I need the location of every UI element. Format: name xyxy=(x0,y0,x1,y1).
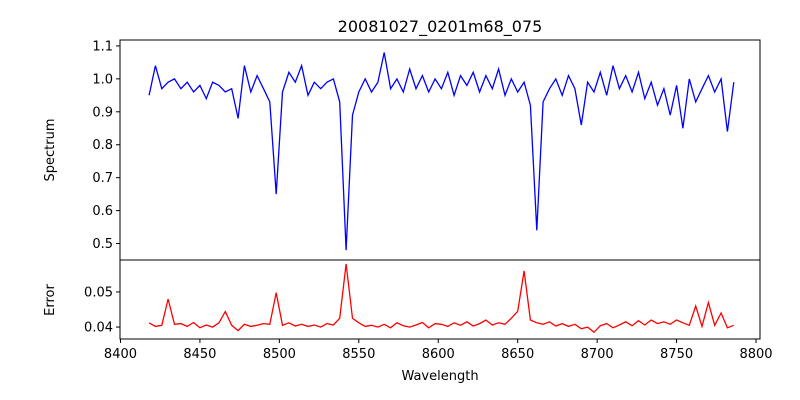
bottom-y-tick-label: 0.04 xyxy=(84,321,113,336)
top-y-tick-label: 0.6 xyxy=(92,204,113,219)
top-y-axis-label: Spectrum xyxy=(43,119,58,182)
top-y-tick-label: 1.1 xyxy=(92,39,113,54)
x-tick-label: 8600 xyxy=(422,347,455,362)
top-series-line xyxy=(148,52,735,251)
x-axis-label: Wavelength xyxy=(401,369,478,384)
chart-title: 20081027_0201m68_075 xyxy=(338,17,543,37)
x-tick-label: 8650 xyxy=(501,347,534,362)
bottom-y-tick-label: 0.05 xyxy=(84,285,113,300)
x-tick-label: 8400 xyxy=(104,347,137,362)
top-y-tick-label: 0.8 xyxy=(92,138,113,153)
x-tick-label: 8750 xyxy=(660,347,693,362)
x-tick-label: 8800 xyxy=(739,347,772,362)
x-tick-label: 8550 xyxy=(342,347,375,362)
top-axes-frame xyxy=(119,39,761,261)
bottom-axes-frame xyxy=(119,259,761,340)
top-y-tick-label: 0.9 xyxy=(92,105,113,120)
top-y-tick-label: 1.0 xyxy=(92,72,113,87)
top-y-tick-label: 0.5 xyxy=(92,237,113,252)
x-tick-label: 8500 xyxy=(263,347,296,362)
x-tick-label: 8450 xyxy=(183,347,216,362)
x-tick-label: 8700 xyxy=(581,347,614,362)
bottom-series-line xyxy=(148,263,735,334)
bottom-y-axis-label: Error xyxy=(43,284,58,316)
top-y-tick-label: 0.7 xyxy=(92,171,113,186)
